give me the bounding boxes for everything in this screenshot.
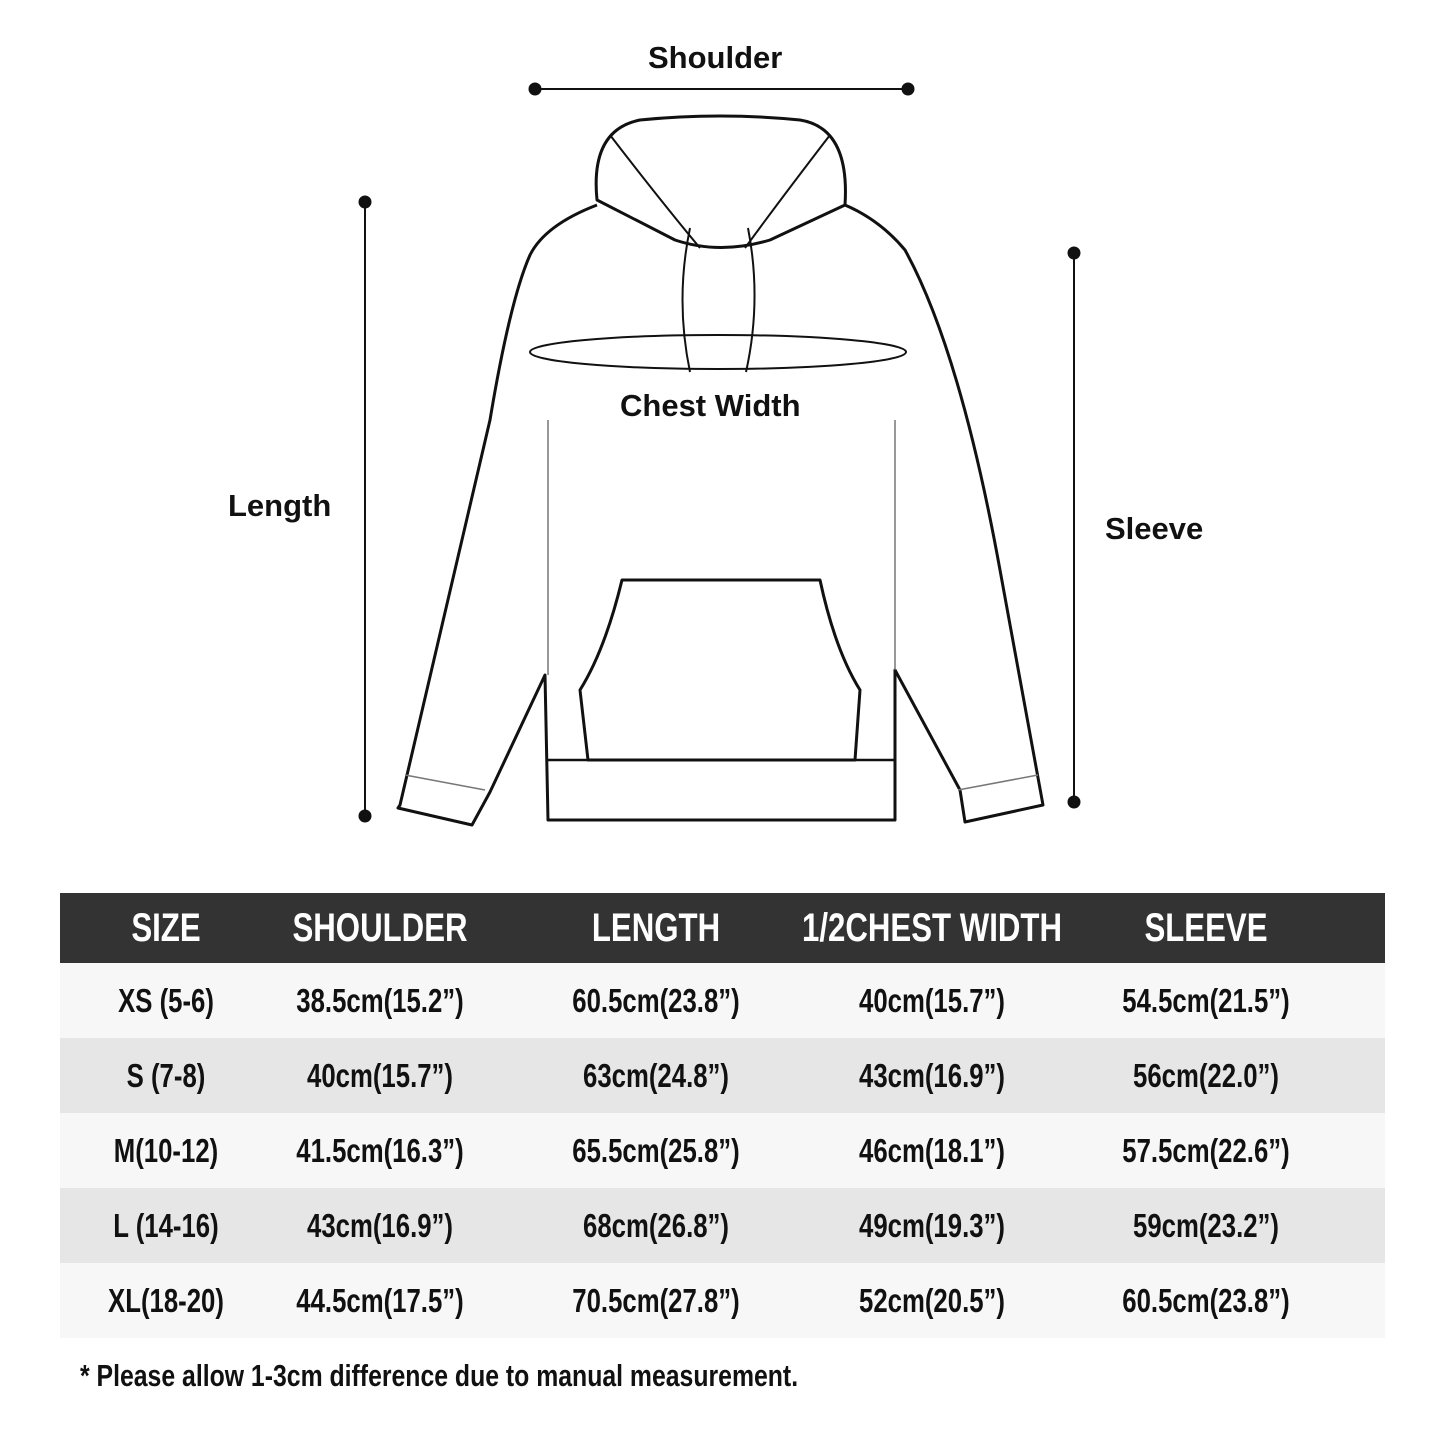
table-cell: 40cm(15.7”) <box>307 1056 453 1094</box>
chest-width-label: Chest Width <box>620 388 801 423</box>
table-cell: 46cm(18.1”) <box>859 1131 1005 1169</box>
table-cell: 43cm(16.9”) <box>859 1056 1005 1094</box>
table-row: XS (5-6) 38.5cm(15.2”) 60.5cm(23.8”) 40cm(1… <box>60 963 1385 1038</box>
table-cell: 70.5cm(27.8”) <box>572 1281 740 1319</box>
table-row: XL(18-20) 44.5cm(17.5”) 70.5cm(27.8”) 52cm(… <box>60 1263 1385 1338</box>
table-cell: 63cm(24.8”) <box>583 1056 729 1094</box>
sleeve-measure-line <box>1067 246 1081 809</box>
table-row: L (14-16) 43cm(16.9”) 68cm(26.8”) 49cm(19.3… <box>60 1188 1385 1263</box>
table-cell: 43cm(16.9”) <box>307 1206 453 1244</box>
table-cell: 49cm(19.3”) <box>859 1206 1005 1244</box>
header-length: LENGTH <box>591 905 721 950</box>
table-cell: XL(18-20) <box>108 1281 224 1319</box>
table-cell: L (14-16) <box>113 1206 219 1244</box>
header-sleeve: SLEEVE <box>1144 905 1268 950</box>
table-cell: 57.5cm(22.6”) <box>1122 1131 1290 1169</box>
sleeve-label: Sleeve <box>1105 511 1204 546</box>
length-measure-line <box>358 195 372 823</box>
table-row: M(10-12) 41.5cm(16.3”) 65.5cm(25.8”) 46cm(1… <box>60 1113 1385 1188</box>
size-table: SIZE SHOULDER LENGTH 1/2CHEST WIDTH SLEE… <box>60 893 1385 1338</box>
header-size: SIZE <box>131 905 201 950</box>
table-header: SIZE SHOULDER LENGTH 1/2CHEST WIDTH SLEE… <box>60 893 1385 963</box>
shoulder-measure-line <box>528 82 915 96</box>
table-cell: 65.5cm(25.8”) <box>572 1131 740 1169</box>
table-cell: 54.5cm(21.5”) <box>1122 981 1290 1019</box>
hood <box>594 114 847 249</box>
pocket <box>578 578 862 762</box>
table-cell: 40cm(15.7”) <box>859 981 1005 1019</box>
length-label: Length <box>228 488 332 523</box>
header-chest: 1/2CHEST WIDTH <box>801 905 1063 950</box>
table-cell: 60.5cm(23.8”) <box>1122 1281 1290 1319</box>
table-cell: 56cm(22.0”) <box>1133 1056 1279 1094</box>
header-shoulder: SHOULDER <box>292 905 468 950</box>
table-cell: 59cm(23.2”) <box>1133 1206 1279 1244</box>
measurement-note: * Please allow 1-3cm difference due to m… <box>80 1358 799 1393</box>
hoodie-body <box>396 203 1045 827</box>
drawstrings <box>681 227 756 373</box>
table-cell: 41.5cm(16.3”) <box>296 1131 464 1169</box>
chest-measure-ellipse <box>529 334 907 370</box>
table-cell: 52cm(20.5”) <box>859 1281 1005 1319</box>
table-cell: 60.5cm(23.8”) <box>572 981 740 1019</box>
table-cell: S (7-8) <box>126 1056 206 1094</box>
table-cell: 68cm(26.8”) <box>583 1206 729 1244</box>
table-cell: 38.5cm(15.2”) <box>296 981 464 1019</box>
shoulder-label: Shoulder <box>648 40 783 75</box>
table-cell: 44.5cm(17.5”) <box>296 1281 464 1319</box>
table-cell: XS (5-6) <box>118 981 214 1019</box>
hoodie-diagram <box>358 82 1081 827</box>
table-row: S (7-8) 40cm(15.7”) 63cm(24.8”) 43cm(16.9”)… <box>60 1038 1385 1113</box>
table-cell: M(10-12) <box>113 1131 219 1169</box>
